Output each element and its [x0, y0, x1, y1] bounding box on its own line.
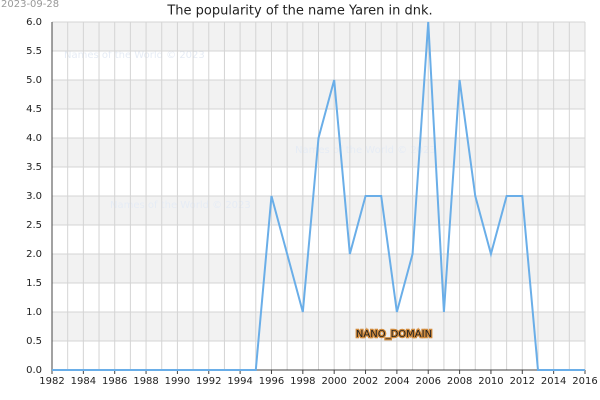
x-tick-label: 1988: [133, 376, 158, 387]
y-tick-label: 2.5: [26, 220, 42, 231]
y-tick-label: 5.0: [26, 75, 42, 86]
y-tick-label: 5.5: [26, 46, 42, 57]
watermark: Names of the World © 2023: [64, 50, 205, 61]
y-tick-label: 0.5: [26, 336, 42, 347]
y-tick-label: 4.5: [26, 104, 42, 115]
y-tick-label: 4.0: [26, 133, 42, 144]
y-tick-label: 3.0: [26, 191, 42, 202]
x-tick-label: 1996: [259, 376, 284, 387]
x-tick-label: 2012: [510, 376, 535, 387]
y-tick-label: 1.5: [26, 278, 42, 289]
x-tick-label: 1990: [165, 376, 190, 387]
y-tick-label: 2.0: [26, 249, 42, 260]
x-tick-label: 2014: [541, 376, 566, 387]
y-tick-label: 1.0: [26, 307, 42, 318]
x-tick-label: 1994: [227, 376, 252, 387]
x-tick-label: 2008: [447, 376, 472, 387]
x-tick-label: 1992: [196, 376, 221, 387]
y-tick-label: 6.0: [26, 17, 42, 28]
annotation: NANO_DOMAIN: [356, 329, 432, 340]
x-tick-label: 2002: [353, 376, 378, 387]
x-tick-label: 1982: [39, 376, 64, 387]
data-line: [52, 21, 585, 371]
watermark: Names of the World © 2023: [110, 200, 251, 211]
x-tick-label: 2006: [416, 376, 441, 387]
x-tick-label: 2010: [478, 376, 503, 387]
date-stamp: 2023-09-28: [1, 0, 59, 10]
x-tick-label: 1984: [71, 376, 96, 387]
x-tick-label: 1986: [102, 376, 127, 387]
x-tick-label: 1998: [290, 376, 315, 387]
y-tick-label: 3.5: [26, 162, 42, 173]
x-tick-label: 2004: [384, 376, 409, 387]
y-tick-label: 0.0: [26, 365, 42, 376]
x-tick-label: 2016: [572, 376, 597, 387]
x-tick-label: 2000: [321, 376, 346, 387]
chart-title: The popularity of the name Yaren in dnk.: [166, 4, 432, 19]
